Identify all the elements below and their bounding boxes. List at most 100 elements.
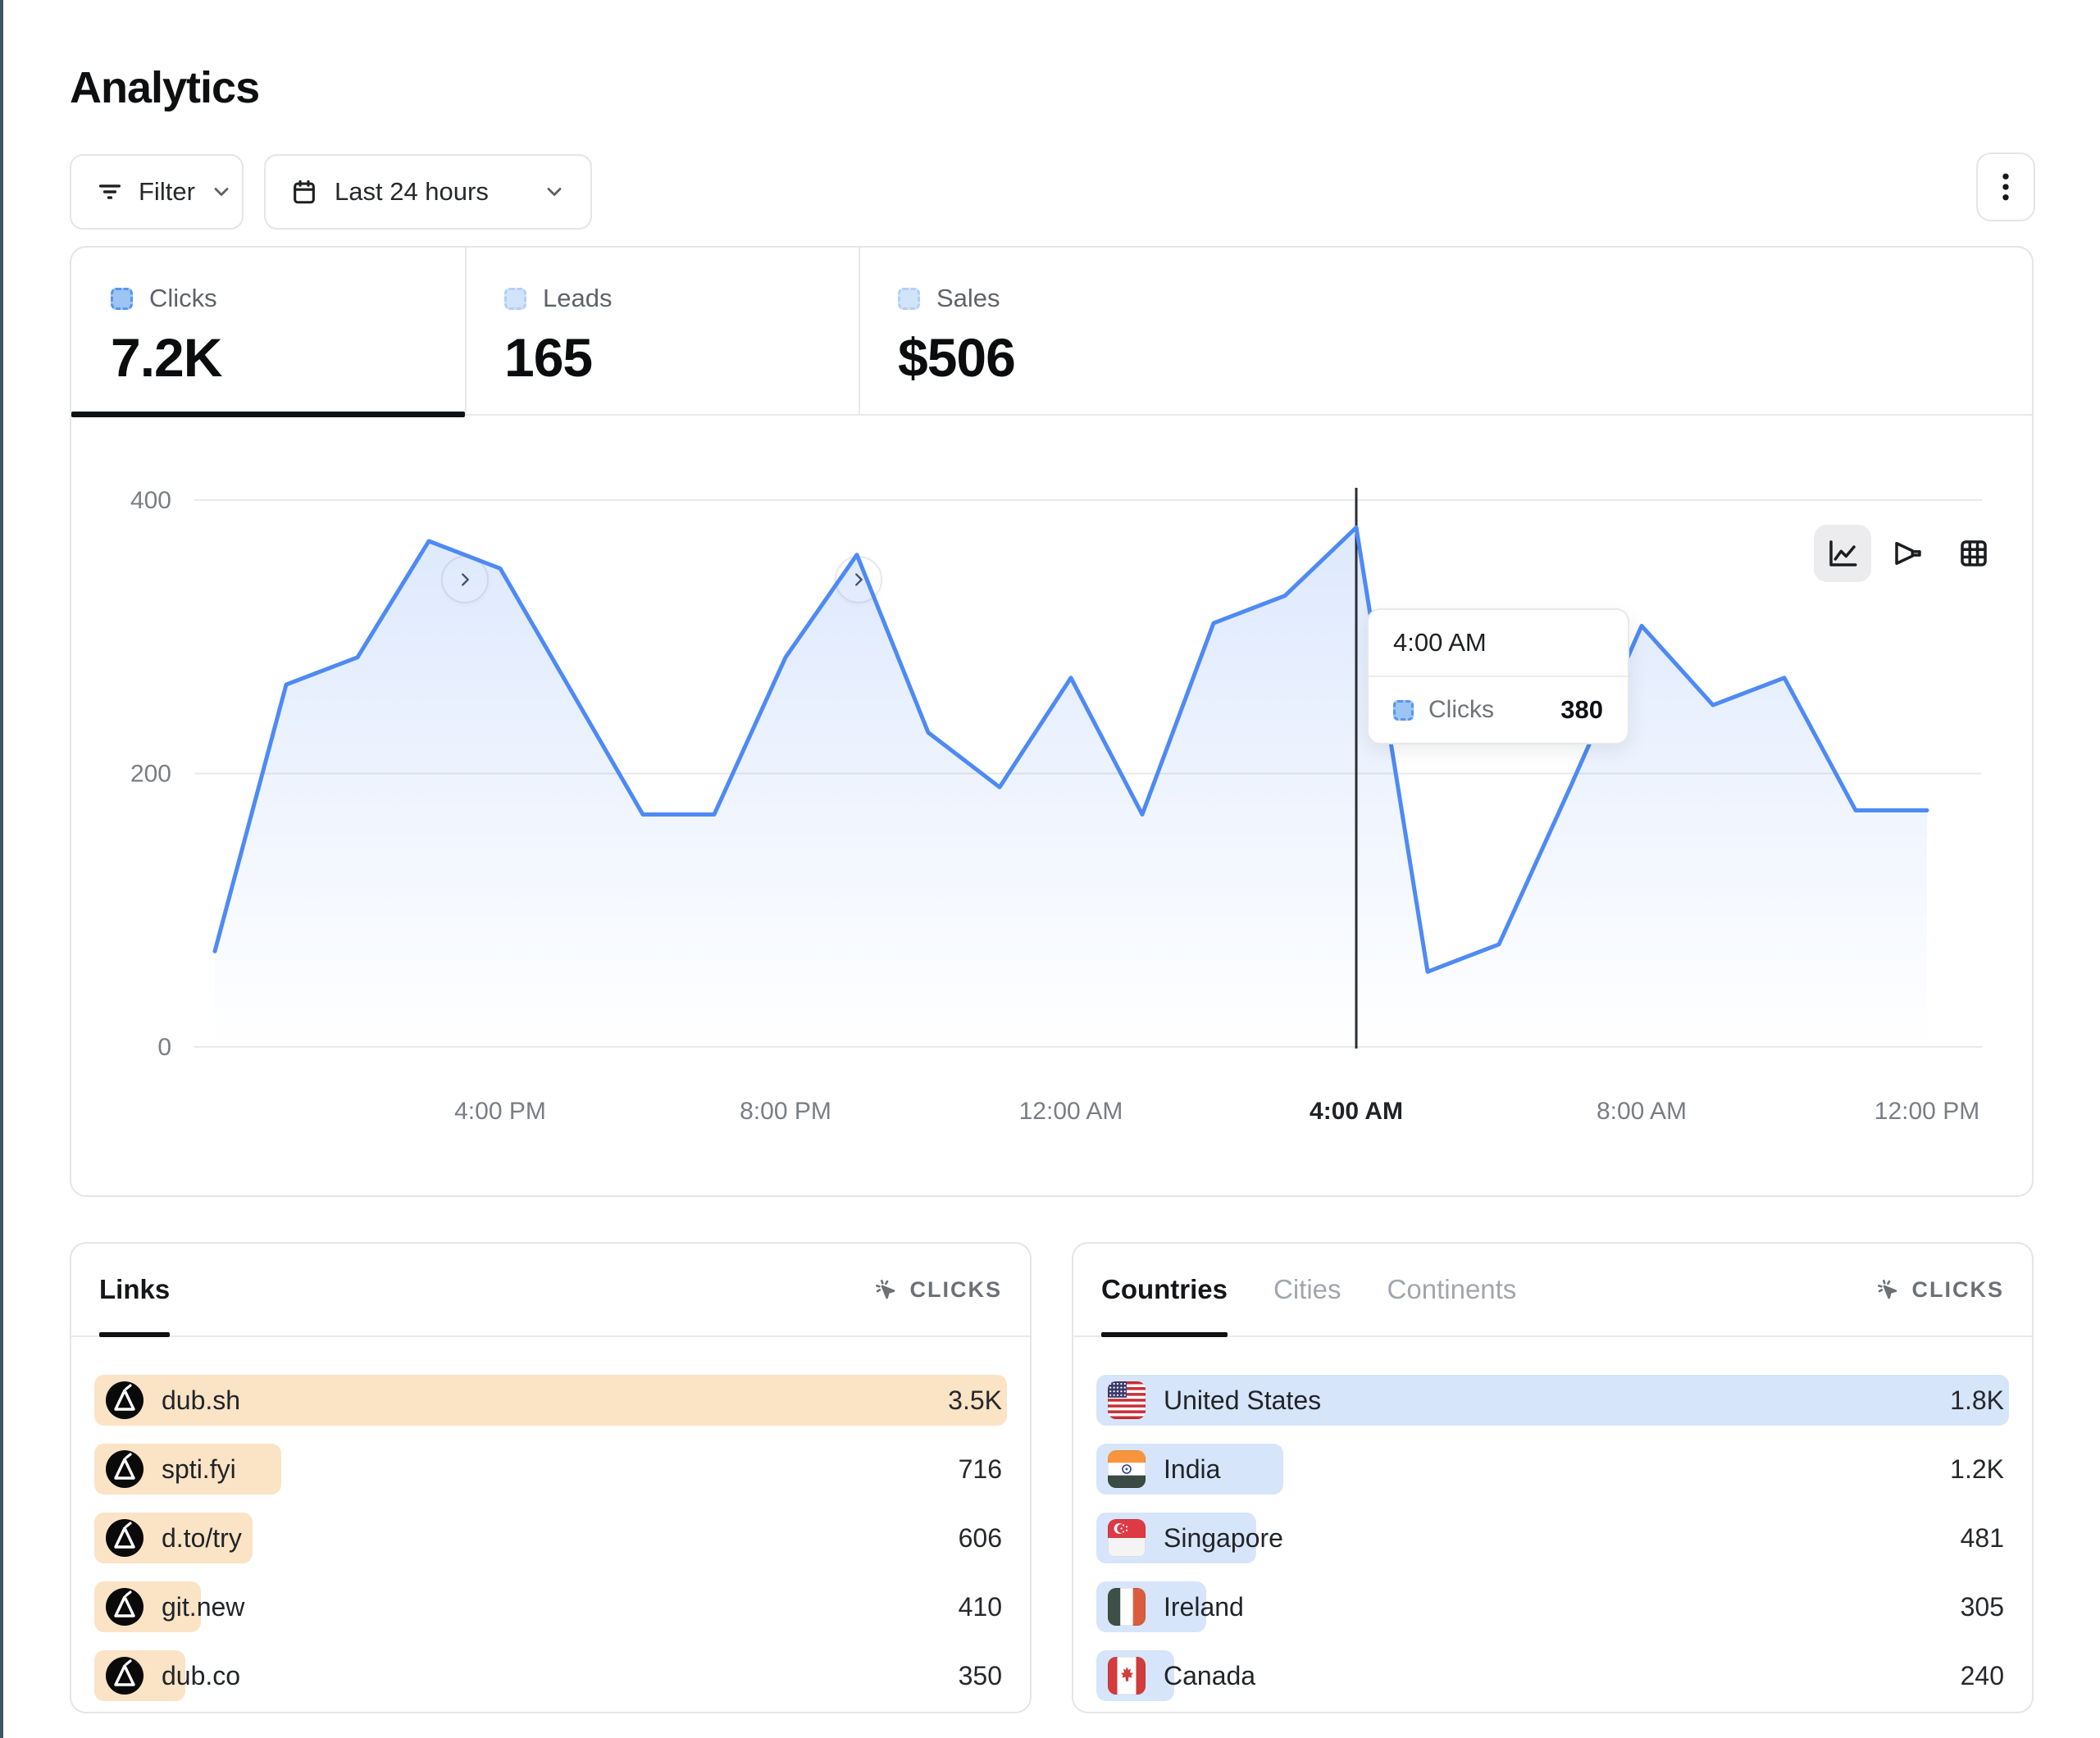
tooltip-time: 4:00 AM xyxy=(1369,610,1628,677)
leads-tab-label: Leads xyxy=(543,284,613,312)
dub-logo-icon xyxy=(106,1588,143,1626)
tab-sales[interactable]: Sales $506 xyxy=(859,248,1252,416)
sales-legend-square xyxy=(898,287,920,310)
cursor-click-icon xyxy=(872,1276,899,1303)
row-value: 305 xyxy=(1960,1591,2004,1622)
dub-logo-icon xyxy=(106,1519,143,1557)
data-row[interactable]: Canada 240 xyxy=(1096,1650,2009,1701)
data-row[interactable]: d.to/try 606 xyxy=(94,1513,1007,1563)
leads-legend-square xyxy=(504,287,526,310)
row-value: 240 xyxy=(1960,1660,2004,1690)
row-value: 410 xyxy=(958,1591,1002,1622)
filter-button-label: Filter xyxy=(139,177,195,206)
kebab-menu-icon xyxy=(1992,171,2020,203)
row-bar xyxy=(1096,1375,2009,1426)
row-value: 1.8K xyxy=(1950,1385,2004,1415)
tab-leads[interactable]: Leads 165 xyxy=(465,248,859,416)
clicks-chart-svg: 0 200 400 4:00 PM 8:00 PM 12:00 AM 4:00 AM 8:00… xyxy=(130,487,1982,1125)
table-grid-mode-button[interactable] xyxy=(1945,525,2002,582)
row-label: dub.sh xyxy=(162,1385,241,1415)
tab-divider xyxy=(465,248,467,416)
chevron-down-icon xyxy=(210,180,233,203)
analytics-chart-card: Clicks 7.2K Leads 165 Sales $506 xyxy=(70,246,2034,1197)
active-tab-underline xyxy=(71,412,465,417)
countries-panel: Countries Cities Continents CLICKS xyxy=(1072,1242,2034,1713)
row-label: Canada xyxy=(1164,1660,1256,1690)
links-metric-header[interactable]: CLICKS xyxy=(872,1276,1003,1303)
svg-text:0: 0 xyxy=(157,1034,171,1061)
clicks-legend-square xyxy=(111,287,133,310)
links-panel-header: Links CLICKS xyxy=(71,1244,1030,1337)
row-label: git.new xyxy=(162,1591,245,1622)
ca-flag-icon xyxy=(1108,1657,1146,1695)
page-title: Analytics xyxy=(70,63,260,112)
data-row[interactable]: dub.co 350 xyxy=(94,1650,1007,1701)
row-value: 3.5K xyxy=(948,1385,1002,1415)
countries-panel-header: Countries Cities Continents CLICKS xyxy=(1073,1244,2032,1337)
continents-tab-label: Continents xyxy=(1387,1274,1517,1304)
date-range-button[interactable]: Last 24 hours xyxy=(264,154,592,230)
tooltip-series-label: Clicks xyxy=(1428,696,1494,723)
row-value: 350 xyxy=(958,1660,1002,1690)
chevron-down-icon xyxy=(543,180,566,203)
sg-flag-icon xyxy=(1108,1519,1146,1557)
data-row[interactable]: git.new 410 xyxy=(94,1581,1007,1632)
links-rows: dub.sh 3.5K spti.fyi 716 d.to/try 606 git.n… xyxy=(94,1375,1007,1719)
row-value: 716 xyxy=(958,1454,1002,1484)
row-label: spti.fyi xyxy=(162,1454,236,1484)
row-label: Ireland xyxy=(1164,1591,1244,1622)
countries-metric-label: CLICKS xyxy=(1911,1276,2004,1302)
dub-logo-icon xyxy=(106,1450,143,1488)
filter-icon xyxy=(96,178,124,206)
tab-clicks[interactable]: Clicks 7.2K xyxy=(71,248,465,417)
funnel-chart-mode-button[interactable] xyxy=(1879,525,1937,582)
leads-tab-value: 165 xyxy=(504,327,593,388)
countries-metric-header[interactable]: CLICKS xyxy=(1875,1276,2005,1303)
row-bar xyxy=(94,1375,1007,1426)
line-chart-mode-button[interactable] xyxy=(1814,525,1871,582)
clicks-tab-value: 7.2K xyxy=(111,327,222,388)
row-value: 481 xyxy=(1960,1522,2004,1553)
tab-countries[interactable]: Countries xyxy=(1101,1244,1228,1337)
window-edge-strip xyxy=(0,0,3,1738)
tab-divider xyxy=(859,248,860,416)
row-label: United States xyxy=(1164,1385,1322,1415)
cities-tab-label: Cities xyxy=(1273,1274,1342,1304)
row-label: India xyxy=(1164,1454,1221,1484)
sales-tab-value: $506 xyxy=(898,327,1016,388)
cursor-click-icon xyxy=(1875,1276,1901,1303)
filter-button[interactable]: Filter xyxy=(70,154,244,230)
svg-text:8:00 PM: 8:00 PM xyxy=(740,1098,831,1125)
data-row[interactable]: India 1.2K xyxy=(1096,1444,2009,1495)
svg-text:12:00 PM: 12:00 PM xyxy=(1875,1098,1979,1125)
tab-links[interactable]: Links xyxy=(99,1244,171,1337)
svg-text:4:00 PM: 4:00 PM xyxy=(454,1098,546,1125)
svg-text:200: 200 xyxy=(130,761,171,788)
dub-logo-icon xyxy=(106,1381,143,1419)
row-value: 1.2K xyxy=(1950,1454,2004,1484)
tab-continents[interactable]: Continents xyxy=(1387,1244,1517,1335)
data-row[interactable]: Ireland 305 xyxy=(1096,1581,2009,1632)
us-flag-icon xyxy=(1108,1381,1146,1419)
ie-flag-icon xyxy=(1108,1588,1146,1626)
row-label: Singapore xyxy=(1164,1522,1283,1553)
links-panel: Links CLICKS dub.sh 3.5K spti.fyi 716 xyxy=(70,1242,1032,1713)
sales-tab-label: Sales xyxy=(936,284,1000,312)
date-range-label: Last 24 hours xyxy=(335,177,489,206)
row-value: 606 xyxy=(958,1522,1002,1553)
more-options-button[interactable] xyxy=(1976,152,2035,221)
data-row[interactable]: United States 1.8K xyxy=(1096,1375,2009,1426)
svg-text:8:00 AM: 8:00 AM xyxy=(1597,1098,1687,1125)
clicks-area-chart[interactable]: 0 200 400 4:00 PM 8:00 PM 12:00 AM 4:00 AM 8:00… xyxy=(71,416,2035,1197)
calendar-icon xyxy=(290,178,318,206)
data-row[interactable]: spti.fyi 716 xyxy=(94,1444,1007,1495)
tooltip-legend-square xyxy=(1393,699,1414,721)
data-row[interactable]: dub.sh 3.5K xyxy=(94,1375,1007,1426)
data-row[interactable]: Singapore 481 xyxy=(1096,1513,2009,1563)
svg-text:12:00 AM: 12:00 AM xyxy=(1019,1098,1123,1125)
tab-cities[interactable]: Cities xyxy=(1273,1244,1342,1335)
chart-tooltip: 4:00 AM Clicks 380 xyxy=(1367,608,1629,744)
svg-text:4:00 AM: 4:00 AM xyxy=(1310,1098,1403,1125)
links-tab-label: Links xyxy=(99,1274,171,1304)
